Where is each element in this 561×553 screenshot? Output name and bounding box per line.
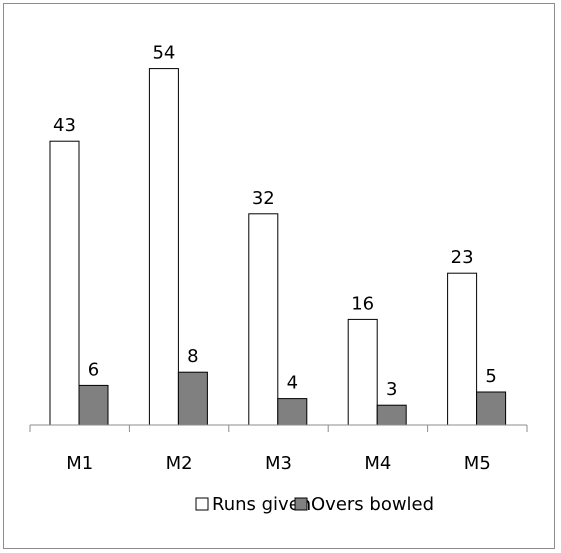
bar-runs-given-m4	[347, 318, 378, 426]
bar-overs-bowled-m3	[277, 398, 308, 426]
data-label-overs-bowled-m4: 3	[386, 379, 397, 400]
legend-swatch-runs-given	[195, 497, 209, 511]
data-label-overs-bowled-m1: 6	[88, 359, 99, 380]
data-label-overs-bowled-m2: 8	[187, 346, 198, 367]
x-tick-label-m5: M5	[464, 453, 491, 474]
bar-runs-given-m1	[49, 140, 80, 426]
bar-runs-given-m5	[447, 272, 478, 426]
data-label-overs-bowled-m5: 5	[485, 366, 496, 387]
x-tick-label-m3: M3	[265, 453, 292, 474]
bar-runs-given-m2	[148, 68, 179, 426]
data-label-runs-given-m4: 16	[351, 293, 374, 314]
bar-overs-bowled-m1	[78, 384, 109, 426]
x-axis-tick-labels-group: M1 M2 M3 M4 M5	[66, 453, 491, 474]
legend-swatch-overs-bowled	[294, 497, 308, 511]
x-tick-label-m1: M1	[66, 453, 93, 474]
bars-group	[49, 68, 507, 426]
bar-overs-bowled-m5	[476, 391, 507, 426]
bar-runs-given-m3	[248, 213, 279, 426]
data-label-runs-given-m1: 43	[53, 115, 76, 136]
legend-label-runs-given: Runs given	[212, 494, 311, 515]
legend-label-overs-bowled: Overs bowled	[311, 494, 434, 515]
data-label-runs-given-m3: 32	[252, 188, 275, 209]
data-label-runs-given-m2: 54	[152, 43, 175, 64]
bar-overs-bowled-m4	[376, 404, 407, 426]
legend: Runs given Overs bowled	[195, 494, 434, 515]
x-axis-ticks-group	[29, 425, 528, 432]
data-labels-group: 43 6 54 8 32 4 16 3 23 5	[53, 43, 497, 401]
data-label-overs-bowled-m3: 4	[287, 373, 298, 394]
data-label-runs-given-m5: 23	[451, 247, 474, 268]
x-tick-label-m2: M2	[166, 453, 193, 474]
bar-overs-bowled-m2	[177, 371, 208, 426]
x-tick-label-m4: M4	[364, 453, 391, 474]
